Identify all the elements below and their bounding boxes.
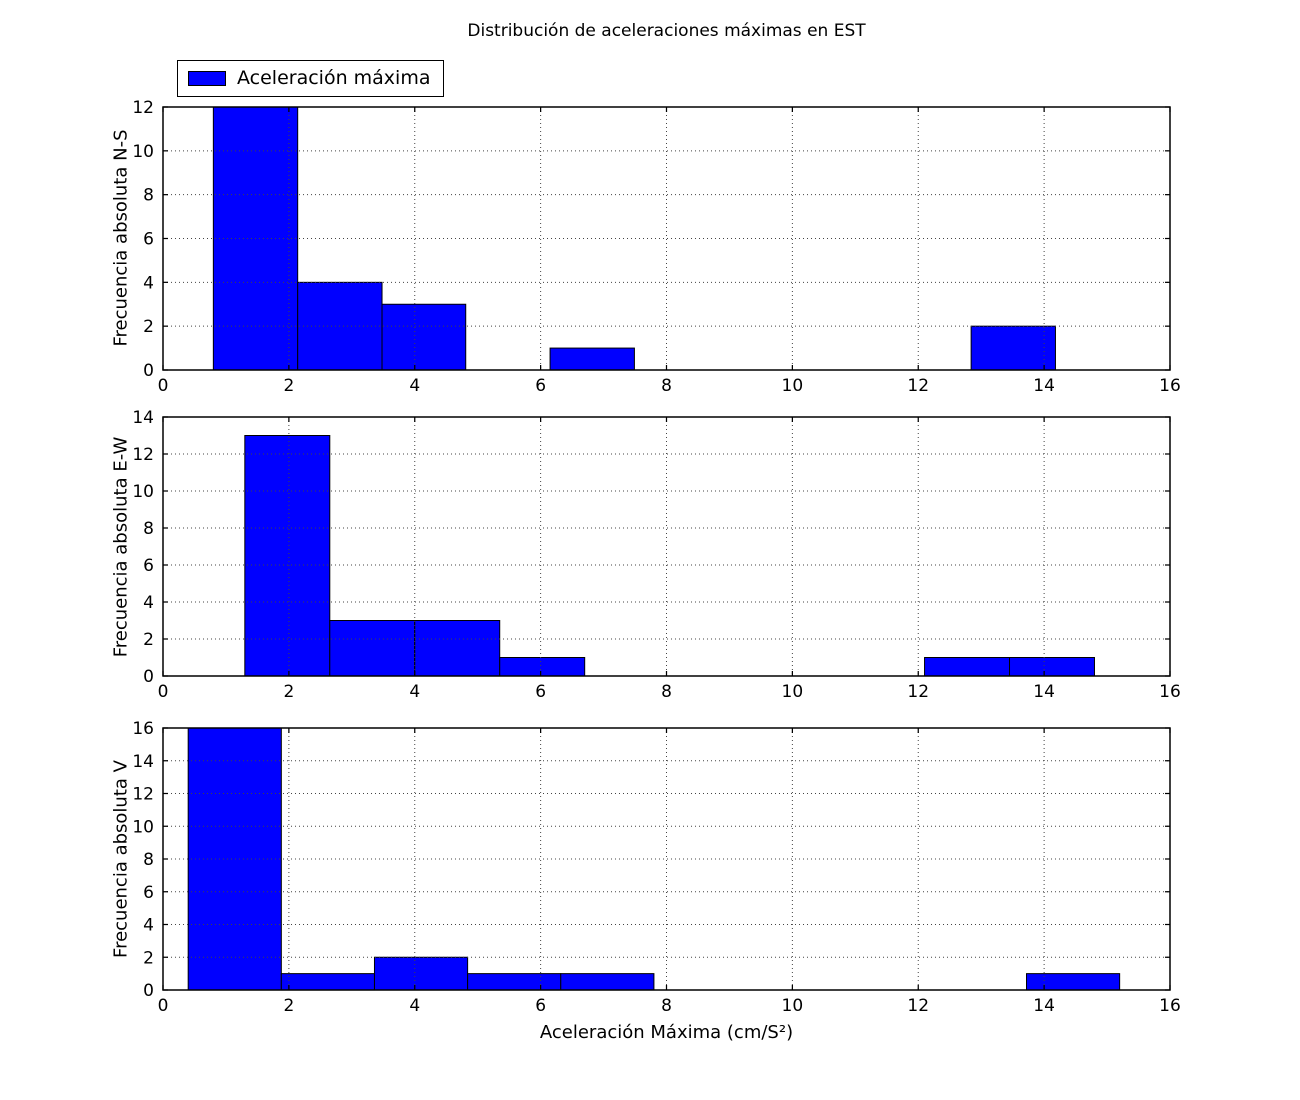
x-tick-label: 4 [409, 682, 420, 702]
y-tick-label: 12 [132, 785, 154, 805]
x-tick-label: 6 [535, 376, 546, 396]
x-tick-label: 8 [661, 682, 672, 702]
y-tick-label: 8 [143, 519, 154, 539]
histogram-bar [499, 657, 586, 677]
histogram-bar [1009, 657, 1095, 677]
histogram-bar [970, 325, 1056, 371]
x-tick-label: 2 [283, 996, 294, 1016]
x-tick-label: 16 [1159, 682, 1181, 702]
legend-label: Aceleración máxima [237, 67, 431, 89]
plot-title: Distribución de aceleraciones máximas en… [467, 21, 866, 41]
histogram-bar [924, 657, 1011, 677]
y-tick-label: 14 [132, 408, 154, 428]
y-tick-label: 0 [143, 981, 154, 1001]
subplot-ns: 0 2 4 6 8 10 12 14 16 0 2 4 6 8 10 12 [132, 98, 1180, 396]
y-tick-label: 12 [132, 445, 154, 465]
y-tick-label: 2 [143, 317, 154, 337]
x-tick-label: 6 [535, 682, 546, 702]
x-tick-label: 12 [907, 376, 929, 396]
x-tick-label: 10 [782, 996, 804, 1016]
x-tick-label: 0 [158, 996, 169, 1016]
x-tick-label: 0 [158, 682, 169, 702]
histogram-bar [280, 973, 375, 991]
x-tick-label: 14 [1033, 996, 1055, 1016]
x-tick-label: 8 [661, 376, 672, 396]
x-tick-label: 4 [409, 376, 420, 396]
x-tick-label: 2 [283, 682, 294, 702]
histogram-bar [1026, 973, 1121, 991]
y-tick-label: 8 [143, 850, 154, 870]
x-tick-label: 8 [661, 996, 672, 1016]
histogram-bar [560, 973, 655, 991]
histogram-bar [373, 956, 469, 991]
y-tick-label: 12 [132, 98, 154, 118]
y-tick-label: 4 [143, 593, 154, 613]
x-tick-label: 10 [782, 682, 804, 702]
xlabel: Aceleración Máxima (cm/S²) [539, 1022, 794, 1043]
y-tick-label: 6 [143, 883, 154, 903]
x-tick-label: 2 [283, 376, 294, 396]
y-tick-label: 10 [132, 817, 154, 837]
y-tick-label: 2 [143, 630, 154, 650]
x-tick-label: 16 [1159, 996, 1181, 1016]
x-tick-label: 4 [409, 996, 420, 1016]
x-tick-label: 12 [907, 996, 929, 1016]
histogram-bar [467, 973, 562, 991]
y-tick-label: 10 [132, 142, 154, 162]
y-tick-label: 16 [132, 719, 154, 739]
y-tick-label: 0 [143, 667, 154, 687]
legend-swatch [188, 70, 226, 86]
subplot-v: 0 2 4 6 8 10 12 14 16 0 2 4 6 8 10 12 14 16 [132, 719, 1180, 1016]
axes-frame [162, 727, 1171, 991]
ylabel-ew: Frecuencia absoluta E-W [110, 436, 132, 658]
histogram-bar [244, 435, 331, 677]
y-tick-label: 4 [143, 916, 154, 936]
y-tick-label: 10 [132, 482, 154, 502]
subplot-ew: 0 2 4 6 8 10 12 14 16 0 2 4 6 8 10 12 14 [132, 408, 1180, 702]
y-tick-label: 0 [143, 361, 154, 381]
x-tick-label: 12 [907, 682, 929, 702]
histogram-bar [329, 620, 416, 677]
y-tick-label: 2 [143, 948, 154, 968]
x-tick-label: 0 [158, 376, 169, 396]
ylabel-v: Frecuencia absoluta V [110, 760, 132, 958]
histogram-bar [549, 347, 635, 371]
x-tick-label: 14 [1033, 682, 1055, 702]
y-tick-label: 14 [132, 752, 154, 772]
x-tick-label: 10 [782, 376, 804, 396]
x-tick-label: 14 [1033, 376, 1055, 396]
y-tick-label: 6 [143, 230, 154, 250]
x-tick-label: 6 [535, 996, 546, 1016]
y-tick-label: 8 [143, 186, 154, 206]
histogram-bar [381, 303, 467, 371]
y-tick-label: 4 [143, 273, 154, 293]
y-tick-label: 6 [143, 556, 154, 576]
legend: Aceleración máxima [177, 60, 445, 97]
x-tick-label: 16 [1159, 376, 1181, 396]
histogram-bar [414, 620, 501, 677]
ylabel-ns: Frecuencia absoluta N-S [110, 129, 132, 347]
